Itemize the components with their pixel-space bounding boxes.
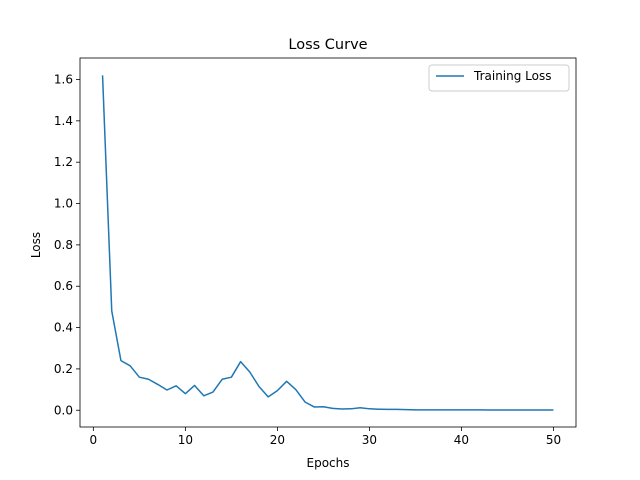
legend-label: Training Loss: [473, 69, 551, 83]
y-tick-label: 0.8: [54, 238, 73, 252]
y-tick-label: 1.4: [54, 114, 73, 128]
legend: Training Loss: [428, 64, 570, 92]
y-tick-label: 0.6: [54, 279, 73, 293]
x-tick-label: 40: [454, 433, 469, 447]
chart-title: Loss Curve: [288, 37, 367, 53]
y-axis-ticks: 0.0 0.2 0.4 0.6 0.8 1.0 1.2 1.4 1.6: [54, 72, 80, 417]
x-tick-label: 20: [270, 433, 285, 447]
series-group: [101, 75, 554, 411]
plot-area-frame: [79, 57, 577, 428]
y-axis-label: Loss: [29, 232, 43, 258]
y-tick-label: 0.0: [54, 403, 73, 417]
legend-box: [428, 64, 570, 92]
y-tick-label: 1.0: [54, 197, 73, 211]
y-tick-label: 0.2: [54, 362, 73, 376]
x-tick-label: 50: [546, 433, 561, 447]
x-axis-ticks: 0 10 20 30 40 50: [90, 427, 561, 447]
y-tick-label: 1.6: [54, 72, 73, 86]
y-tick-label: 0.4: [54, 321, 73, 335]
x-tick-label: 0: [90, 433, 98, 447]
x-axis-label: Epochs: [307, 456, 350, 470]
x-tick-label: 30: [362, 433, 377, 447]
y-tick-label: 1.2: [54, 155, 73, 169]
training-loss-line: [101, 75, 554, 411]
x-tick-label: 10: [178, 433, 193, 447]
